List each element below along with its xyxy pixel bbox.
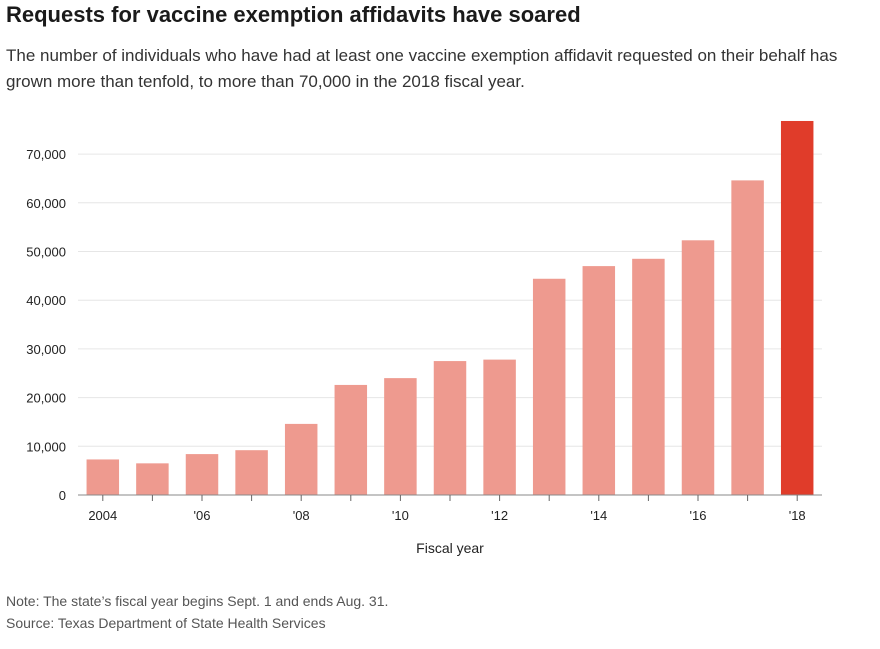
bar-2016: [681, 240, 715, 495]
y-tick-label: 10,000: [26, 439, 66, 454]
bars: [86, 120, 814, 495]
bar-2011: [433, 361, 467, 495]
gridlines: [78, 153, 822, 447]
bar-2012: [483, 359, 516, 495]
bar-2015: [632, 258, 665, 495]
y-tick-label: 60,000: [26, 196, 66, 211]
y-tick-label: 20,000: [26, 391, 66, 406]
x-axis-title: Fiscal year: [416, 540, 484, 556]
bar-2018: [780, 120, 814, 495]
x-tick-label: '16: [690, 508, 707, 523]
bar-2009: [334, 384, 368, 495]
x-tick-label: 2004: [88, 508, 117, 523]
y-tick-label: 70,000: [26, 147, 66, 162]
x-tick-label: '14: [590, 508, 607, 523]
bar-2010: [384, 378, 417, 495]
bar-2005: [136, 463, 169, 495]
x-tick-label: '08: [293, 508, 310, 523]
y-tick-label: 0: [59, 488, 66, 503]
y-tick-label: 50,000: [26, 244, 66, 259]
bar-2014: [582, 266, 616, 495]
bar-2008: [284, 423, 318, 495]
y-axis: 0 10,000 20,000 30,000 40,000 50,000 60,000 70,…: [26, 147, 66, 503]
y-tick-label: 30,000: [26, 342, 66, 357]
note-text: Note: The state’s fiscal year begins Sep…: [6, 593, 389, 609]
x-tick-label: '18: [789, 508, 806, 523]
bar-2006: [185, 454, 219, 495]
x-tick-label: '12: [491, 508, 508, 523]
source-text: Source: Texas Department of State Health…: [6, 615, 326, 631]
x-tick-label: '06: [194, 508, 211, 523]
x-tick-label: '10: [392, 508, 409, 523]
y-tick-label: 40,000: [26, 293, 66, 308]
chart-title: Requests for vaccine exemption affidavit…: [6, 2, 581, 27]
bar-2007: [235, 450, 268, 495]
bar-2013: [532, 278, 566, 495]
x-axis: 2004 '06 '08 '10 '12 '14 '16 '18: [88, 495, 806, 523]
bar-2004: [86, 459, 120, 495]
chart-subtitle: The number of individuals who have had a…: [6, 46, 838, 91]
chart-notes: Note: The state’s fiscal year begins Sep…: [6, 590, 866, 634]
bar-2017: [731, 180, 764, 495]
bar-chart: 0 10,000 20,000 30,000 40,000 50,000 60,000 70,…: [26, 120, 822, 556]
